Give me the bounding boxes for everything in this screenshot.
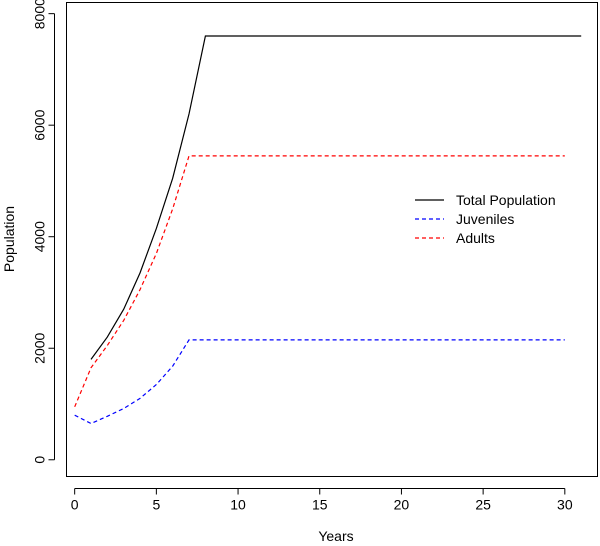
- x-tick-label: 5: [152, 497, 160, 513]
- x-tick-label: 30: [557, 497, 573, 513]
- series-line-total-population: [90, 35, 582, 360]
- x-tick-label: 10: [230, 497, 246, 513]
- x-tick-label: 15: [312, 497, 328, 513]
- plot-frame: [66, 2, 598, 477]
- legend-label: Adults: [456, 230, 495, 246]
- legend-label: Total Population: [456, 192, 556, 208]
- y-tick-label: 2000: [32, 332, 48, 363]
- axes: 0 5 10 15 20 25 30 0 2000 4000 6000 8000: [32, 0, 573, 513]
- series-lines: [74, 35, 582, 425]
- y-tick-label: 0: [32, 456, 48, 464]
- x-tick-label: 20: [394, 497, 410, 513]
- x-tick-label: 25: [475, 497, 491, 513]
- x-tick-label: 0: [71, 497, 79, 513]
- y-tick-label: 6000: [32, 109, 48, 140]
- x-axis-label: Years: [318, 528, 353, 544]
- y-axis-label: Population: [1, 206, 17, 272]
- legend: Total Population Juveniles Adults: [415, 192, 556, 246]
- y-tick-label: 8000: [32, 0, 48, 29]
- y-tick-label: 4000: [32, 221, 48, 252]
- legend-label: Juveniles: [456, 211, 514, 227]
- series-line-juveniles: [74, 339, 565, 425]
- series-line-adults: [74, 155, 565, 408]
